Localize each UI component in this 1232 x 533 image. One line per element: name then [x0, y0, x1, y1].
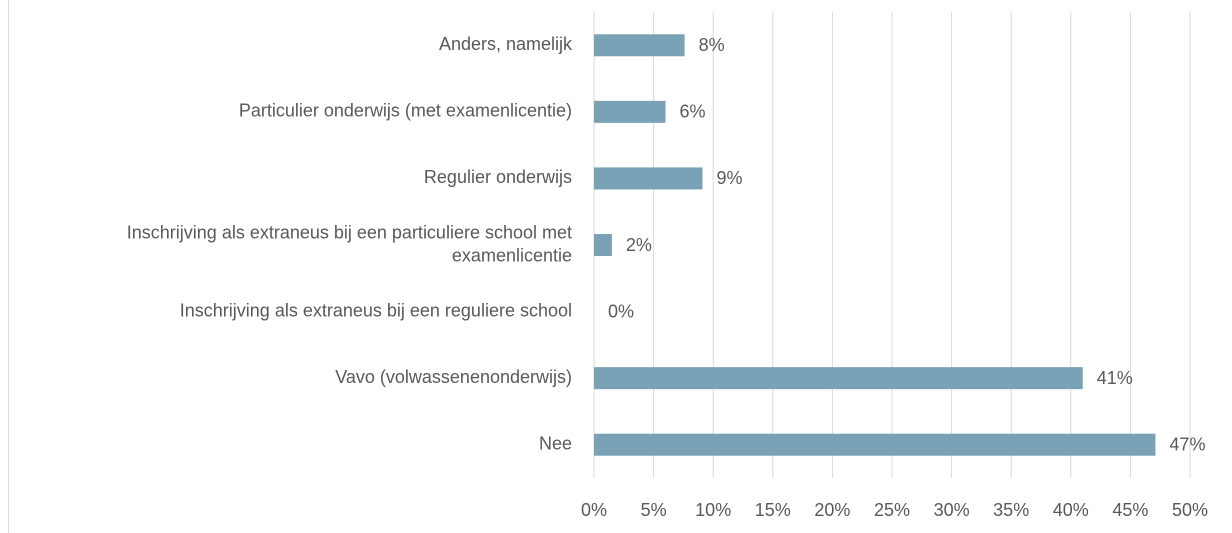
data-label: 2%	[626, 235, 652, 255]
x-tick-label: 20%	[814, 500, 850, 520]
x-tick-label: 25%	[874, 500, 910, 520]
bar	[594, 167, 703, 190]
x-tick-label: 30%	[934, 500, 970, 520]
bar	[594, 433, 1156, 456]
category-label: Regulier onderwijs	[424, 167, 572, 187]
category-label: Vavo (volwassenenonderwijs)	[335, 367, 572, 387]
category-label: Particulier onderwijs (met examenlicenti…	[239, 101, 572, 121]
data-label: 0%	[608, 301, 634, 321]
data-label: 8%	[699, 35, 725, 55]
category-label: Inschrijving als extraneus bij een regul…	[180, 300, 572, 320]
bar	[594, 34, 685, 57]
data-label: 9%	[716, 168, 742, 188]
x-tick-label: 50%	[1172, 500, 1208, 520]
x-tick-label: 0%	[581, 500, 607, 520]
x-tick-label: 35%	[993, 500, 1029, 520]
x-tick-label: 40%	[1053, 500, 1089, 520]
x-tick-label: 5%	[641, 500, 667, 520]
bar	[594, 367, 1083, 390]
category-label: Nee	[539, 433, 572, 453]
x-tick-label: 10%	[695, 500, 731, 520]
category-label: Inschrijving als extraneus bij een parti…	[127, 222, 572, 265]
bar	[594, 100, 666, 123]
x-tick-label: 15%	[755, 500, 791, 520]
data-label: 6%	[680, 102, 706, 122]
bar	[594, 234, 612, 256]
x-tick-label: 45%	[1112, 500, 1148, 520]
data-label: 47%	[1169, 434, 1205, 454]
category-label: Anders, namelijk	[439, 34, 573, 54]
data-label: 41%	[1097, 368, 1133, 388]
